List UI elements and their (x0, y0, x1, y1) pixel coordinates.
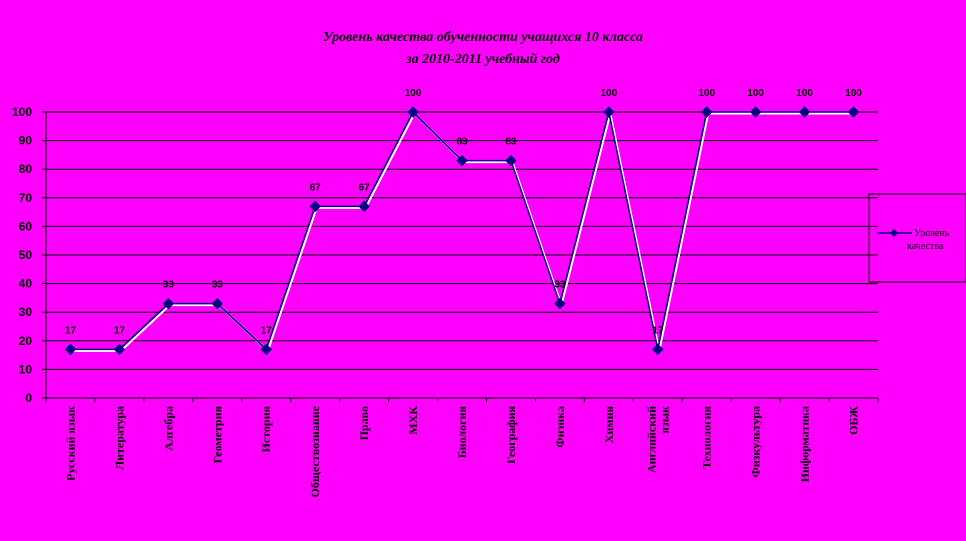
y-tick-label: 10 (19, 362, 33, 376)
data-point-marker (211, 297, 224, 310)
data-point-marker (407, 106, 419, 118)
data-point-marker (847, 106, 860, 118)
data-point-marker (64, 343, 77, 356)
y-tick-label: 20 (19, 334, 33, 348)
series-line (64, 106, 860, 356)
data-point-marker (113, 343, 126, 356)
x-tick-label: Английскийязык (644, 406, 671, 473)
gridlines (46, 111, 878, 370)
x-tick-label: География (504, 406, 518, 464)
data-label: 67 (310, 182, 322, 193)
data-point-marker (554, 297, 566, 310)
data-label: 100 (600, 88, 617, 99)
data-label: 17 (261, 325, 273, 336)
data-point-marker (309, 200, 321, 213)
x-tick-label: Алгебра (161, 406, 175, 451)
x-tick-label: Информатика (798, 406, 812, 482)
legend-label: Уровень качества (907, 228, 950, 252)
legend: Уровень качества (868, 193, 966, 283)
data-label: 17 (65, 325, 77, 336)
chart-title-line: за 2010-2011 учебный год (405, 52, 560, 67)
x-axis-tick-labels: Русский язык Литература Алгебра Геометрия Ис… (63, 405, 860, 497)
y-tick-label: 80 (19, 162, 33, 176)
data-point-marker (162, 297, 175, 310)
series-line-shadow (71, 111, 856, 353)
x-tick-label: МХК (406, 406, 420, 435)
data-point-marker (456, 154, 468, 167)
data-label: 17 (652, 325, 664, 336)
x-tick-label: Право (357, 406, 371, 440)
chart-title: Уровень качества обученности учащихся 10… (323, 30, 643, 67)
x-tick-label: Физкультура (749, 406, 763, 478)
legend-marker-swatch (890, 229, 898, 237)
data-label: 83 (456, 137, 468, 148)
data-point-marker (652, 343, 664, 356)
data-label: 17 (114, 325, 126, 336)
x-tick-label: Химия (602, 406, 616, 444)
x-tick-label: История (259, 406, 273, 453)
y-tick-label: 40 (19, 277, 33, 291)
y-tick-label: 90 (19, 134, 33, 148)
x-tick-label: Физика (553, 406, 567, 448)
data-point-marker (603, 106, 615, 118)
data-label: 100 (845, 88, 862, 99)
data-label: 100 (698, 88, 715, 99)
data-point-marker (260, 343, 272, 356)
data-point-marker (749, 106, 762, 118)
legend-box (868, 193, 966, 283)
x-tick-label: Технология (700, 406, 714, 469)
chart-title-line: Уровень качества обученности учащихся 10… (323, 30, 643, 45)
x-tick-label: Литература (112, 406, 126, 470)
y-tick-label: 70 (19, 191, 33, 205)
data-label: 33 (163, 280, 175, 291)
data-labels: 17 17 33 33 17 67 67 100 83 83 33 100 17 100 100 100 100 (65, 88, 862, 336)
data-label: 100 (405, 88, 422, 99)
data-point-marker (798, 106, 811, 118)
x-tick-label: Обществознание (308, 405, 322, 497)
data-label: 67 (359, 182, 371, 193)
y-tick-label: 60 (19, 219, 33, 233)
data-point-marker (700, 106, 713, 118)
x-tick-label: Геометрия (210, 406, 224, 464)
data-label: 100 (747, 88, 764, 99)
axes (42, 111, 879, 402)
y-tick-label: 30 (19, 305, 33, 319)
y-tick-label: 100 (12, 105, 32, 119)
data-label: 33 (554, 280, 566, 291)
data-label: 83 (505, 137, 517, 148)
x-tick-label: Биология (455, 405, 469, 458)
y-axis-tick-labels: 0 10 20 30 40 50 60 70 80 90 100 (12, 105, 32, 405)
data-label: 100 (796, 88, 813, 99)
y-tick-label: 0 (25, 391, 32, 405)
data-point-marker (358, 200, 370, 213)
x-tick-label: ОБЖ (847, 406, 861, 435)
x-tick-label: Русский язык (63, 406, 77, 481)
y-tick-label: 50 (19, 248, 33, 262)
data-point-marker (505, 154, 517, 167)
data-label: 33 (212, 280, 224, 291)
